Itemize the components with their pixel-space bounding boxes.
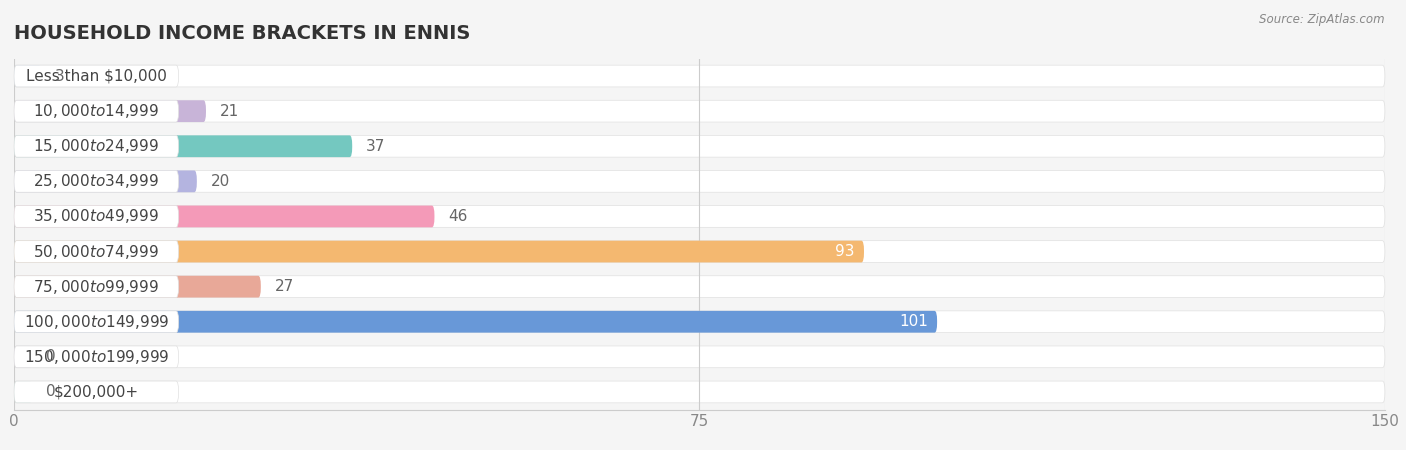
FancyBboxPatch shape	[14, 276, 1385, 297]
FancyBboxPatch shape	[14, 135, 1385, 157]
FancyBboxPatch shape	[14, 65, 1385, 87]
FancyBboxPatch shape	[14, 171, 197, 192]
FancyBboxPatch shape	[14, 241, 179, 262]
FancyBboxPatch shape	[14, 241, 863, 262]
Text: 93: 93	[835, 244, 855, 259]
FancyBboxPatch shape	[14, 381, 1385, 403]
Text: $75,000 to $99,999: $75,000 to $99,999	[34, 278, 159, 296]
Text: 37: 37	[366, 139, 385, 154]
FancyBboxPatch shape	[14, 65, 179, 87]
FancyBboxPatch shape	[14, 171, 179, 192]
Text: $25,000 to $34,999: $25,000 to $34,999	[34, 172, 159, 190]
FancyBboxPatch shape	[14, 135, 179, 157]
Text: Less than $10,000: Less than $10,000	[25, 68, 167, 84]
Text: 21: 21	[219, 104, 239, 119]
Text: 27: 27	[274, 279, 294, 294]
FancyBboxPatch shape	[14, 241, 1385, 262]
Text: 101: 101	[898, 314, 928, 329]
FancyBboxPatch shape	[14, 311, 179, 333]
FancyBboxPatch shape	[14, 381, 179, 403]
Text: HOUSEHOLD INCOME BRACKETS IN ENNIS: HOUSEHOLD INCOME BRACKETS IN ENNIS	[14, 24, 471, 43]
Text: $200,000+: $200,000+	[53, 384, 139, 400]
FancyBboxPatch shape	[14, 100, 1385, 122]
Text: $50,000 to $74,999: $50,000 to $74,999	[34, 243, 159, 261]
Text: 3: 3	[55, 68, 65, 84]
FancyBboxPatch shape	[14, 381, 32, 403]
FancyBboxPatch shape	[14, 206, 434, 227]
Text: $150,000 to $199,999: $150,000 to $199,999	[24, 348, 169, 366]
FancyBboxPatch shape	[14, 346, 32, 368]
FancyBboxPatch shape	[14, 346, 179, 368]
Text: $35,000 to $49,999: $35,000 to $49,999	[34, 207, 159, 225]
FancyBboxPatch shape	[14, 65, 42, 87]
FancyBboxPatch shape	[14, 276, 262, 297]
FancyBboxPatch shape	[14, 206, 1385, 227]
Text: $10,000 to $14,999: $10,000 to $14,999	[34, 102, 159, 120]
FancyBboxPatch shape	[14, 276, 179, 297]
FancyBboxPatch shape	[14, 311, 1385, 333]
Text: $100,000 to $149,999: $100,000 to $149,999	[24, 313, 169, 331]
Text: Source: ZipAtlas.com: Source: ZipAtlas.com	[1260, 14, 1385, 27]
Text: $15,000 to $24,999: $15,000 to $24,999	[34, 137, 159, 155]
Text: 0: 0	[46, 384, 56, 400]
FancyBboxPatch shape	[14, 206, 179, 227]
FancyBboxPatch shape	[14, 100, 207, 122]
Text: 0: 0	[46, 349, 56, 364]
FancyBboxPatch shape	[14, 311, 938, 333]
FancyBboxPatch shape	[14, 135, 353, 157]
FancyBboxPatch shape	[14, 171, 1385, 192]
FancyBboxPatch shape	[14, 346, 1385, 368]
Text: 20: 20	[211, 174, 229, 189]
FancyBboxPatch shape	[14, 100, 179, 122]
Text: 46: 46	[449, 209, 468, 224]
